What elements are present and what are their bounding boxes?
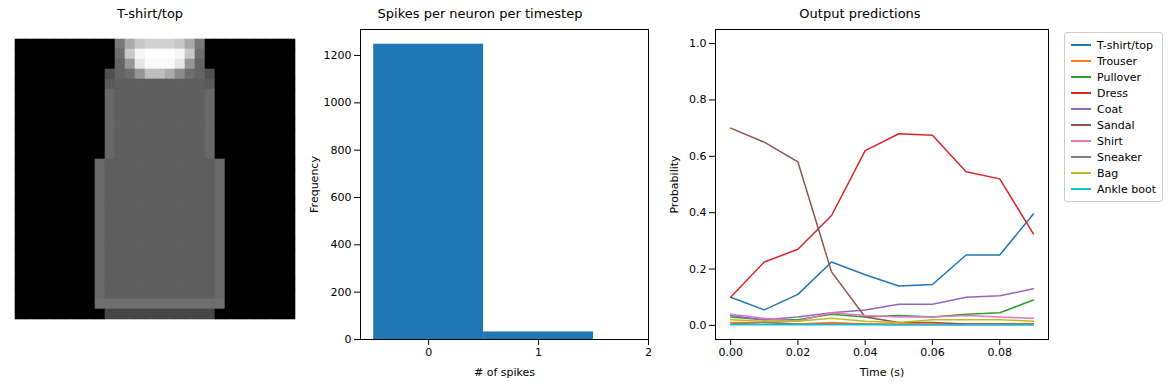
svg-text:600: 600 (331, 191, 352, 204)
html-text:Sneaker: Sneaker (1097, 150, 1142, 164)
html-text:Spikes per neuron per timestep: Spikes per neuron per timestep (377, 6, 583, 21)
svg-text:0: 0 (345, 333, 352, 346)
html-text:Shirt: Shirt (1097, 134, 1123, 148)
svg-text:0.0: 0.0 (689, 319, 707, 332)
svg-text:0: 0 (425, 346, 432, 359)
svg-text:0.6: 0.6 (689, 150, 707, 163)
svg-text:0.2: 0.2 (689, 263, 707, 276)
svg-text:0.00: 0.00 (718, 346, 743, 359)
svg-text:0.04: 0.04 (853, 346, 878, 359)
svg-text:2: 2 (645, 346, 652, 359)
svg-text:# of spikes: # of spikes (474, 366, 535, 379)
svg-text:0.4: 0.4 (689, 206, 707, 219)
html-text:Output predictions: Output predictions (799, 6, 921, 21)
svg-text:Time (s): Time (s) (859, 366, 905, 379)
svg-text:0.08: 0.08 (987, 346, 1012, 359)
svg-text:1000: 1000 (324, 96, 352, 109)
svg-text:200: 200 (331, 286, 352, 299)
html-text:Bag: Bag (1097, 166, 1119, 180)
svg-text:0.06: 0.06 (920, 346, 945, 359)
html-text:T-shirt/top: T-shirt/top (116, 6, 184, 21)
svg-text:400: 400 (331, 238, 352, 251)
svg-text:0.02: 0.02 (786, 346, 811, 359)
html-text:Sandal: Sandal (1097, 118, 1135, 132)
svg-text:1.0: 1.0 (689, 37, 707, 50)
html-text:Dress: Dress (1097, 86, 1128, 100)
svg-text:0.8: 0.8 (689, 93, 707, 106)
svg-text:Frequency: Frequency (308, 156, 321, 213)
html-text:Ankle boot: Ankle boot (1097, 182, 1156, 196)
html-text:T-shirt/top: T-shirt/top (1097, 38, 1153, 52)
html-text:Coat: Coat (1097, 102, 1123, 116)
svg-text:800: 800 (331, 144, 352, 157)
svg-text:Probability: Probability (668, 155, 681, 214)
html-text:Trouser: Trouser (1097, 54, 1138, 68)
svg-text:1: 1 (535, 346, 542, 359)
html-text:Pullover: Pullover (1097, 70, 1142, 84)
svg-text:1200: 1200 (324, 49, 352, 62)
